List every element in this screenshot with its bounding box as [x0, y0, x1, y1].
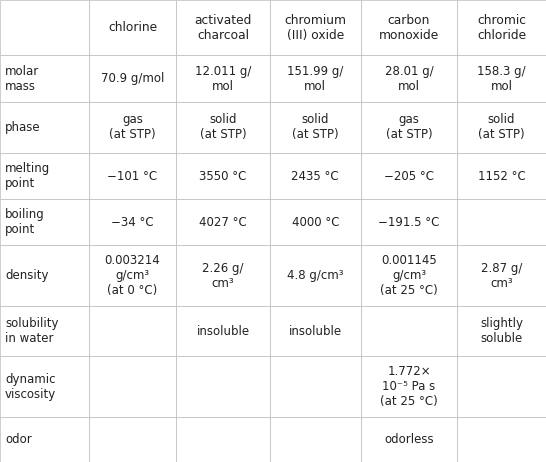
Bar — [0, 102, 89, 153]
Text: 3550 °C: 3550 °C — [199, 170, 247, 182]
Bar — [89, 356, 176, 417]
Bar — [176, 417, 270, 462]
Bar — [361, 245, 457, 306]
Bar — [176, 199, 270, 245]
Bar — [270, 356, 361, 417]
Text: odor: odor — [5, 433, 32, 446]
Text: 1.772×
10⁻⁵ Pa s
(at 25 °C): 1.772× 10⁻⁵ Pa s (at 25 °C) — [380, 365, 438, 408]
Bar — [361, 306, 457, 356]
Bar — [176, 153, 270, 199]
Text: solid
(at STP): solid (at STP) — [478, 113, 525, 141]
Bar — [0, 153, 89, 199]
Text: 70.9 g/mol: 70.9 g/mol — [101, 72, 164, 85]
Bar — [0, 0, 89, 55]
Bar — [361, 356, 457, 417]
Bar — [89, 417, 176, 462]
Bar — [270, 102, 361, 153]
Bar — [176, 306, 270, 356]
Text: solid
(at STP): solid (at STP) — [292, 113, 339, 141]
Text: 158.3 g/
mol: 158.3 g/ mol — [477, 65, 526, 92]
Text: activated
charcoal: activated charcoal — [194, 14, 252, 42]
Bar — [457, 306, 546, 356]
Text: chlorine: chlorine — [108, 21, 157, 34]
Bar — [176, 0, 270, 55]
Bar — [0, 245, 89, 306]
Bar — [89, 102, 176, 153]
Bar — [457, 245, 546, 306]
Text: boiling
point: boiling point — [5, 208, 45, 236]
Bar — [270, 417, 361, 462]
Bar — [361, 153, 457, 199]
Text: 4027 °C: 4027 °C — [199, 216, 247, 229]
Bar — [361, 102, 457, 153]
Bar — [89, 306, 176, 356]
Bar — [361, 417, 457, 462]
Text: gas
(at STP): gas (at STP) — [109, 113, 156, 141]
Bar — [176, 356, 270, 417]
Text: 2435 °C: 2435 °C — [292, 170, 339, 182]
Text: −205 °C: −205 °C — [384, 170, 434, 182]
Text: 0.003214
g/cm³
(at 0 °C): 0.003214 g/cm³ (at 0 °C) — [105, 254, 161, 297]
Text: melting
point: melting point — [5, 162, 50, 190]
Text: 4000 °C: 4000 °C — [292, 216, 339, 229]
Bar — [89, 245, 176, 306]
Bar — [361, 55, 457, 102]
Text: solubility
in water: solubility in water — [5, 317, 58, 345]
Text: chromic
chloride: chromic chloride — [477, 14, 526, 42]
Text: phase: phase — [5, 121, 40, 134]
Bar — [361, 199, 457, 245]
Text: 2.26 g/
cm³: 2.26 g/ cm³ — [202, 261, 244, 290]
Text: density: density — [5, 269, 49, 282]
Text: odorless: odorless — [384, 433, 434, 446]
Text: −34 °C: −34 °C — [111, 216, 154, 229]
Text: 2.87 g/
cm³: 2.87 g/ cm³ — [481, 261, 523, 290]
Text: insoluble: insoluble — [197, 325, 250, 338]
Bar — [270, 55, 361, 102]
Bar — [457, 102, 546, 153]
Bar — [457, 55, 546, 102]
Bar — [0, 417, 89, 462]
Bar — [457, 0, 546, 55]
Text: 0.001145
g/cm³
(at 25 °C): 0.001145 g/cm³ (at 25 °C) — [380, 254, 438, 297]
Bar — [457, 199, 546, 245]
Bar — [270, 153, 361, 199]
Bar — [270, 306, 361, 356]
Bar — [270, 245, 361, 306]
Text: slightly
soluble: slightly soluble — [480, 317, 523, 345]
Text: insoluble: insoluble — [289, 325, 342, 338]
Bar — [176, 102, 270, 153]
Text: 151.99 g/
mol: 151.99 g/ mol — [287, 65, 343, 92]
Bar — [0, 55, 89, 102]
Text: −191.5 °C: −191.5 °C — [378, 216, 440, 229]
Text: carbon
monoxide: carbon monoxide — [379, 14, 439, 42]
Bar — [457, 153, 546, 199]
Bar — [270, 0, 361, 55]
Text: dynamic
viscosity: dynamic viscosity — [5, 372, 56, 401]
Text: solid
(at STP): solid (at STP) — [200, 113, 246, 141]
Bar — [0, 306, 89, 356]
Bar — [89, 153, 176, 199]
Text: molar
mass: molar mass — [5, 65, 39, 92]
Text: gas
(at STP): gas (at STP) — [385, 113, 432, 141]
Bar — [176, 245, 270, 306]
Text: chromium
(III) oxide: chromium (III) oxide — [284, 14, 346, 42]
Bar — [270, 199, 361, 245]
Bar — [457, 417, 546, 462]
Bar — [457, 356, 546, 417]
Bar — [361, 0, 457, 55]
Bar — [176, 55, 270, 102]
Text: −101 °C: −101 °C — [108, 170, 158, 182]
Bar — [0, 199, 89, 245]
Bar — [89, 0, 176, 55]
Bar — [89, 55, 176, 102]
Text: 4.8 g/cm³: 4.8 g/cm³ — [287, 269, 343, 282]
Text: 1152 °C: 1152 °C — [478, 170, 525, 182]
Text: 28.01 g/
mol: 28.01 g/ mol — [385, 65, 434, 92]
Bar — [0, 356, 89, 417]
Bar — [89, 199, 176, 245]
Text: 12.011 g/
mol: 12.011 g/ mol — [195, 65, 251, 92]
